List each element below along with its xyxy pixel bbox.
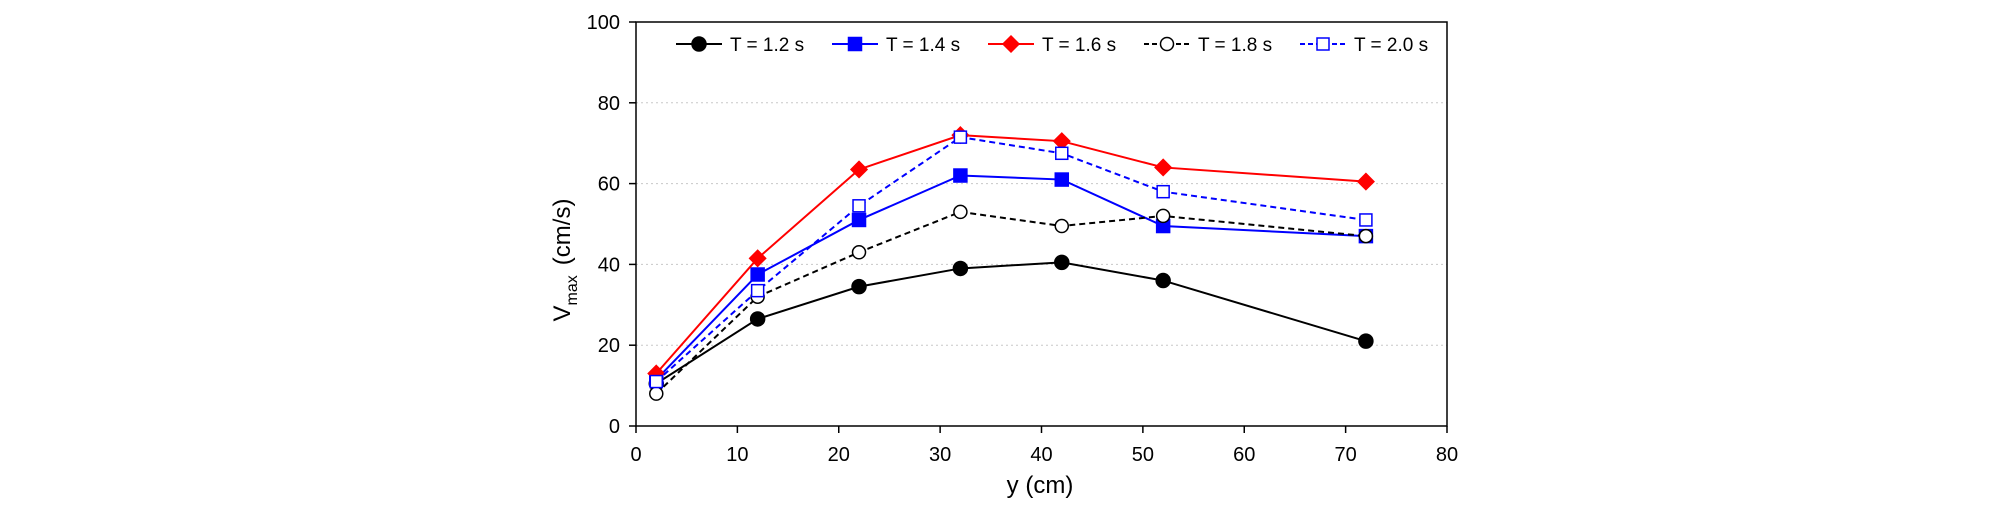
- legend-label-4: T = 1.8 s: [1198, 35, 1272, 56]
- series-1-point-7: [1358, 333, 1374, 349]
- series-2: [649, 168, 1374, 387]
- y-tick-label-100: 100: [587, 12, 620, 34]
- y-axis-title-subscript: max: [564, 275, 581, 305]
- series-1-point-6: [1155, 272, 1171, 289]
- legend-marker-3: [1001, 34, 1021, 54]
- legend-label-2: T = 1.4 s: [886, 35, 960, 56]
- series-1-point-3: [851, 278, 867, 295]
- series-5-point-7: [1359, 213, 1373, 227]
- series-5-point-5: [1055, 146, 1069, 161]
- legend-marker-4: [1159, 36, 1175, 52]
- legend-marker-5: [1316, 37, 1330, 51]
- x-tick-label-70: 70: [1335, 444, 1357, 466]
- series-1-point-5: [1054, 254, 1070, 271]
- y-tick-label-20: 20: [598, 335, 620, 357]
- series-4-point-7: [1358, 228, 1374, 244]
- series-3-point-2: [748, 249, 767, 268]
- series-2-point-4: [953, 168, 968, 183]
- legend: T = 1.2 s T = 1.4 s T = 1.6 s T = 1.8 s T = …: [676, 34, 1428, 56]
- legend-item-2: T = 1.4 s: [832, 35, 960, 56]
- series-2-point-5: [1054, 172, 1070, 187]
- x-tick-label-20: 20: [828, 444, 850, 466]
- x-tick-label-60: 60: [1233, 444, 1255, 466]
- legend-label-3: T = 1.6 s: [1042, 35, 1116, 56]
- series-5-point-3: [852, 199, 866, 213]
- series-1-point-4: [952, 260, 969, 277]
- series-5-point-1: [649, 374, 664, 389]
- series-3-line: [655, 134, 1366, 375]
- x-tick-label-0: 0: [630, 444, 641, 466]
- series-4-point-4: [953, 204, 968, 220]
- x-axis-title: y (cm): [1007, 472, 1074, 499]
- series-5-point-4: [953, 130, 968, 144]
- series-3-point-7: [1356, 172, 1375, 191]
- series-4-point-3: [851, 245, 867, 260]
- x-tick-label-80: 80: [1436, 444, 1458, 466]
- gridlines: [636, 102, 1447, 346]
- series-3-point-6: [1154, 158, 1173, 177]
- y-axis-title-main: V: [549, 305, 576, 321]
- series-4-point-6: [1155, 208, 1171, 224]
- series-3: [647, 126, 1375, 383]
- legend-marker-2: [847, 36, 863, 52]
- series-2-point-3: [851, 212, 867, 228]
- series-5-point-2: [750, 283, 765, 298]
- legend-item-5: T = 2.0 s: [1300, 35, 1428, 56]
- x-tick-label-50: 50: [1132, 444, 1154, 466]
- legend-item-3: T = 1.6 s: [988, 34, 1116, 56]
- y-axis-title: Vmax (cm/s): [549, 199, 581, 322]
- legend-marker-1: [691, 36, 707, 52]
- series-3-point-3: [849, 160, 869, 179]
- y-tick-label-60: 60: [598, 174, 620, 196]
- series-4-point-5: [1054, 218, 1070, 234]
- series-1-point-2: [749, 311, 766, 327]
- x-tick-label-40: 40: [1030, 444, 1052, 466]
- legend-label-5: T = 2.0 s: [1354, 35, 1428, 56]
- series-2-point-2: [750, 267, 765, 282]
- y-axis-title-unit: (cm/s): [549, 199, 576, 266]
- y-tick-label-0: 0: [609, 416, 620, 438]
- series-4: [649, 204, 1374, 401]
- axes: 0 20 40 60 80 100 0 10 20 30 40 50 60 70 80: [587, 12, 1459, 466]
- legend-item-4: T = 1.8 s: [1144, 35, 1272, 56]
- series-4-point-1: [649, 386, 664, 401]
- y-tick-label-40: 40: [598, 254, 620, 276]
- x-tick-label-10: 10: [726, 444, 748, 466]
- data-series: [647, 126, 1375, 401]
- series-5-point-6: [1156, 184, 1170, 199]
- y-tick-label-80: 80: [598, 93, 620, 115]
- legend-label-1: T = 1.2 s: [730, 35, 804, 56]
- series-5: [649, 130, 1373, 389]
- x-tick-label-30: 30: [929, 444, 951, 466]
- legend-item-1: T = 1.2 s: [676, 35, 804, 56]
- series-4-line: [655, 210, 1366, 395]
